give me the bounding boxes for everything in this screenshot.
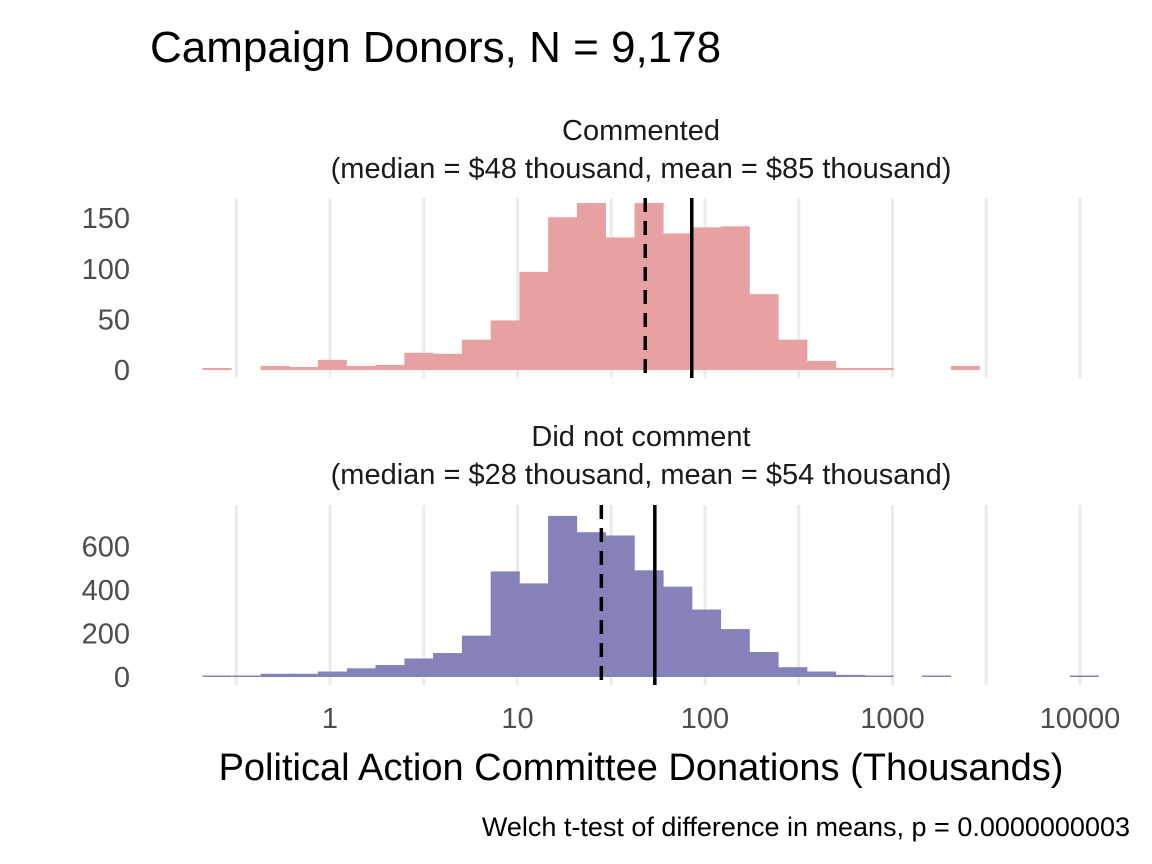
did-not-comment-histogram-bar: [260, 673, 290, 677]
commented-y-tick-label: 100: [82, 254, 130, 286]
panel-did-not-comment-strip-line2: (median = $28 thousand, mean = $54 thous…: [331, 459, 952, 491]
commented-histogram-bar: [404, 352, 434, 370]
did-not-comment-histogram-bar: [232, 675, 262, 677]
commented-histogram-bar: [346, 365, 376, 370]
x-axis-label: Political Action Committee Donations (Th…: [219, 747, 1064, 789]
did-not-comment-y-tick-label: 400: [82, 575, 130, 607]
chart-title: Campaign Donors, N = 9,178: [150, 23, 721, 72]
did-not-comment-histogram-bar: [202, 675, 232, 677]
commented-histogram-bar: [288, 366, 318, 370]
commented-histogram-bar: [490, 320, 520, 370]
did-not-comment-y-tick-label: 200: [82, 618, 130, 650]
did-not-comment-histogram-bar: [663, 586, 693, 677]
did-not-comment-histogram-bar: [1069, 675, 1099, 677]
x-tick-label: 10000: [1040, 703, 1121, 735]
did-not-comment-histogram-bar: [490, 571, 520, 677]
did-not-comment-histogram-bar: [778, 667, 808, 677]
panel-did-not-comment: Did not comment (median = $28 thousand, …: [82, 421, 1099, 694]
x-tick-label: 100: [681, 703, 729, 735]
did-not-comment-histogram-bar: [404, 658, 434, 677]
did-not-comment-histogram-bar: [720, 629, 750, 677]
commented-y-tick-label: 0: [114, 355, 130, 387]
chart-caption: Welch t-test of difference in means, p =…: [482, 812, 1130, 842]
commented-histogram-bar: [720, 226, 750, 370]
commented-histogram-bar: [519, 271, 549, 370]
commented-histogram-bar: [950, 365, 980, 370]
commented-y-tick-label: 150: [82, 203, 130, 235]
commented-histogram-bar: [202, 367, 232, 370]
panel-commented-strip-line2: (median = $48 thousand, mean = $85 thous…: [331, 153, 952, 185]
did-not-comment-histogram-bar: [922, 675, 952, 677]
commented-histogram-bar: [605, 237, 635, 370]
did-not-comment-y-tick-label: 600: [82, 531, 130, 563]
commented-histogram-bar: [663, 233, 693, 370]
did-not-comment-histogram-bar: [634, 570, 664, 677]
x-tick-label: 1000: [860, 703, 925, 735]
did-not-comment-histogram-bar: [346, 668, 376, 677]
did-not-comment-histogram-bar: [605, 535, 635, 677]
x-tick-label: 1: [322, 703, 338, 735]
did-not-comment-histogram-bar: [835, 674, 865, 677]
commented-histogram-bar: [461, 339, 491, 370]
commented-histogram-bar: [807, 360, 837, 370]
did-not-comment-histogram-bar: [864, 675, 894, 677]
did-not-comment-histogram-bar: [461, 635, 491, 677]
did-not-comment-histogram-bar: [433, 653, 463, 677]
commented-histogram-bar: [433, 353, 463, 370]
commented-histogram-bar: [317, 359, 347, 370]
commented-histogram-bar: [864, 367, 894, 370]
did-not-comment-histogram-bar: [317, 671, 347, 677]
commented-histogram-bar: [749, 294, 779, 370]
commented-histogram-bar: [548, 217, 578, 370]
did-not-comment-histogram-bar: [749, 651, 779, 677]
commented-histogram-bar: [260, 365, 290, 370]
did-not-comment-histogram-bar: [375, 665, 405, 677]
panel-commented-strip-line1: Commented: [562, 115, 720, 147]
x-tick-label: 10: [501, 703, 533, 735]
panel-commented: Commented (median = $48 thousand, mean =…: [82, 115, 1082, 387]
commented-histogram-bar: [692, 227, 722, 370]
did-not-comment-histogram-bar: [548, 515, 578, 677]
did-not-comment-histogram-bar: [807, 671, 837, 677]
commented-histogram-bar: [835, 367, 865, 370]
did-not-comment-histogram-bar: [288, 673, 318, 677]
did-not-comment-y-tick-label: 0: [114, 662, 130, 694]
commented-histogram-bar: [634, 203, 664, 370]
did-not-comment-histogram-bar: [519, 583, 549, 677]
commented-histogram-bar: [576, 203, 606, 370]
commented-histogram-bar: [375, 364, 405, 370]
did-not-comment-histogram-bar: [692, 609, 722, 677]
commented-histogram-bar: [778, 339, 808, 370]
panel-did-not-comment-strip-line1: Did not comment: [531, 421, 750, 453]
commented-y-tick-label: 50: [98, 304, 130, 336]
x-axis: 1 10 100 1000 10000: [322, 703, 1120, 735]
